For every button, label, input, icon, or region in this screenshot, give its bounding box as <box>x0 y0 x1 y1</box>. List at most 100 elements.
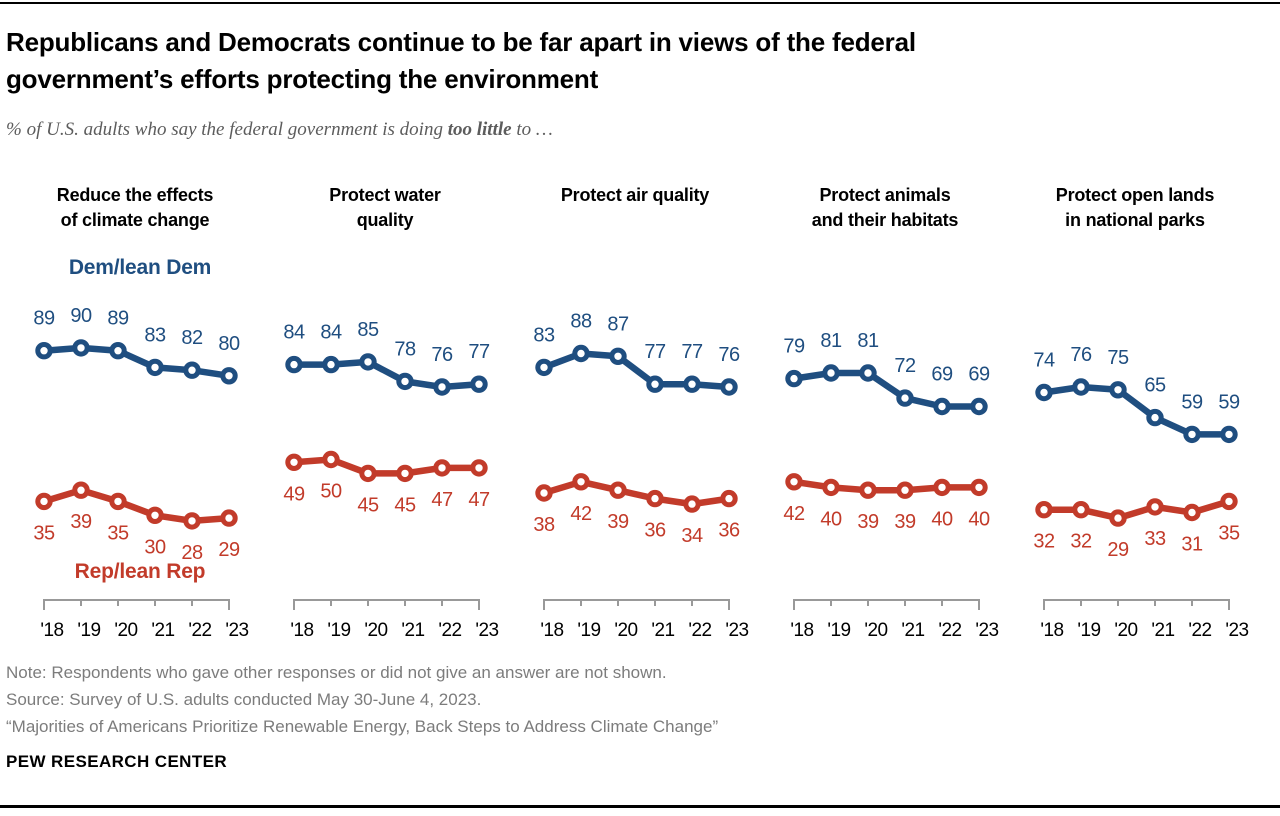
x-axis-year-label: '21 <box>151 620 174 641</box>
rep-value-label: 39 <box>857 511 879 533</box>
dem-line <box>1043 383 1229 438</box>
x-axis-year-label: '20 <box>1114 620 1137 641</box>
rep-data-point-marker <box>609 481 627 499</box>
dem-data-point-marker <box>785 369 803 388</box>
dem-data-point-marker <box>1220 425 1238 444</box>
panel-title-line: Reduce the effects <box>56 185 214 205</box>
source-text: Source: Survey of U.S. adults conducted … <box>6 690 482 709</box>
rep-data-point-marker <box>896 481 914 499</box>
rep-data-point-marker <box>720 489 738 508</box>
rep-data-point-marker <box>933 478 951 497</box>
subtitle-suffix: to … <box>511 119 553 140</box>
dem-value-label: 81 <box>820 330 842 352</box>
report-title-text: “Majorities of Americans Prioritize Rene… <box>6 717 719 736</box>
rep-data-point-marker <box>359 464 377 483</box>
rep-value-label: 36 <box>718 520 740 542</box>
rep-data-point-marker <box>183 512 201 530</box>
x-axis-year-label: '23 <box>225 620 248 641</box>
dem-value-label: 84 <box>320 322 342 344</box>
dem-data-point-marker <box>572 344 590 363</box>
rep-value-label: 40 <box>968 508 990 530</box>
dem-value-label: 83 <box>144 324 166 346</box>
rep-value-label: 42 <box>570 503 592 525</box>
subtitle-emphasis: too little <box>447 119 512 140</box>
rep-value-label: 40 <box>931 508 953 530</box>
dem-value-label: 80 <box>218 333 240 355</box>
dem-data-point-marker <box>970 397 988 416</box>
rep-data-point-marker <box>822 478 840 497</box>
panel-title-water-quality: Protect water quality <box>250 183 520 233</box>
rep-data-point-marker <box>572 473 590 491</box>
rep-value-label: 32 <box>1033 531 1055 553</box>
panel-title-line: Protect animals <box>819 185 951 205</box>
dem-value-label: 83 <box>533 324 555 346</box>
dem-value-label: 69 <box>968 364 990 386</box>
page-title-line-1: Republicans and Democrats continue to be… <box>6 27 916 57</box>
x-axis-year-label: '18 <box>540 620 563 641</box>
x-axis-year-label: '22 <box>938 620 961 641</box>
rep-line <box>293 456 479 477</box>
dem-value-label: 77 <box>468 341 490 363</box>
rep-value-label: 39 <box>70 511 92 533</box>
top-border-rule <box>0 2 1280 4</box>
dem-value-label: 75 <box>1107 347 1129 369</box>
dem-value-label: 59 <box>1181 391 1203 413</box>
rep-data-point-marker <box>285 453 303 471</box>
dem-line <box>542 350 730 391</box>
rep-value-label: 31 <box>1181 534 1203 556</box>
panel-title-line: Protect open lands <box>1055 185 1215 205</box>
rep-value-label: 39 <box>607 511 629 533</box>
dem-value-label: 88 <box>570 311 592 333</box>
dem-data-point-marker <box>822 364 840 382</box>
legend-rep: Rep/lean Rep <box>74 560 206 583</box>
rep-data-point-marker <box>433 459 451 477</box>
x-axis-year-label: '21 <box>401 620 424 641</box>
dem-data-point-marker <box>72 339 90 357</box>
panel-title-line: in national parks <box>1065 210 1205 230</box>
dem-data-point-marker <box>359 353 377 371</box>
rep-data-point-marker <box>35 492 53 511</box>
x-axis-year-label: '22 <box>188 620 211 641</box>
rep-line <box>1044 498 1230 522</box>
rep-value-label: 35 <box>1218 522 1240 544</box>
x-axis-year-label: '21 <box>901 620 924 641</box>
rep-data-point-marker <box>146 506 164 524</box>
chart-panel-5: '18 '19 '20 '21 '22 '23 74 76 75 65 59 59 32 32 29 33 31… <box>1033 344 1249 641</box>
x-axis-year-label: '23 <box>475 620 498 641</box>
rep-value-label: 35 <box>33 522 55 544</box>
dem-value-label: 89 <box>33 308 55 330</box>
rep-value-label: 36 <box>644 520 666 542</box>
dem-data-point-marker <box>1183 425 1201 444</box>
dem-value-label: 78 <box>394 338 416 360</box>
dem-data-point-marker <box>220 367 238 385</box>
x-axis-year-label: '21 <box>651 620 674 641</box>
x-axis-year-label: '22 <box>1188 620 1211 641</box>
dem-data-point-marker <box>183 361 201 379</box>
dem-value-label: 72 <box>894 355 916 377</box>
rep-data-point-marker <box>859 481 877 499</box>
dem-data-point-marker <box>1072 378 1090 396</box>
rep-value-label: 34 <box>681 525 703 547</box>
rep-value-label: 30 <box>144 536 166 558</box>
rep-value-label: 33 <box>1144 528 1166 550</box>
dem-data-point-marker <box>285 355 303 374</box>
panel-title-line: Protect water <box>329 185 441 205</box>
x-axis-year-label: '21 <box>1151 620 1174 641</box>
x-axis-year-label: '19 <box>1077 620 1100 641</box>
note-text: Note: Respondents who gave other respons… <box>6 663 667 682</box>
rep-data-point-marker <box>1146 498 1164 516</box>
rep-value-label: 49 <box>283 483 305 505</box>
dem-data-point-marker <box>609 347 627 365</box>
rep-value-label: 47 <box>431 489 453 511</box>
x-axis-year-label: '20 <box>614 620 637 641</box>
dem-data-point-marker <box>1109 381 1127 399</box>
rep-value-label: 38 <box>533 514 555 536</box>
rep-value-label: 47 <box>468 489 490 511</box>
x-axis-year-label: '20 <box>114 620 137 641</box>
legend-dem: Dem/lean Dem <box>68 256 212 279</box>
rep-data-point-marker <box>683 495 701 513</box>
dem-line <box>43 344 230 380</box>
panel-title-air-quality: Protect air quality <box>500 183 770 208</box>
rep-line <box>793 478 979 494</box>
dem-value-label: 87 <box>607 313 629 335</box>
